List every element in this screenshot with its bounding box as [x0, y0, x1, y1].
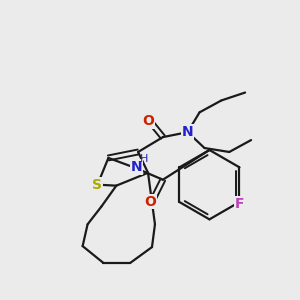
Text: O: O [144, 194, 156, 208]
Text: O: O [142, 114, 154, 128]
Text: F: F [235, 197, 244, 211]
Text: H: H [140, 154, 148, 164]
Text: N: N [130, 160, 142, 174]
Text: N: N [182, 125, 194, 139]
Text: S: S [92, 178, 103, 192]
